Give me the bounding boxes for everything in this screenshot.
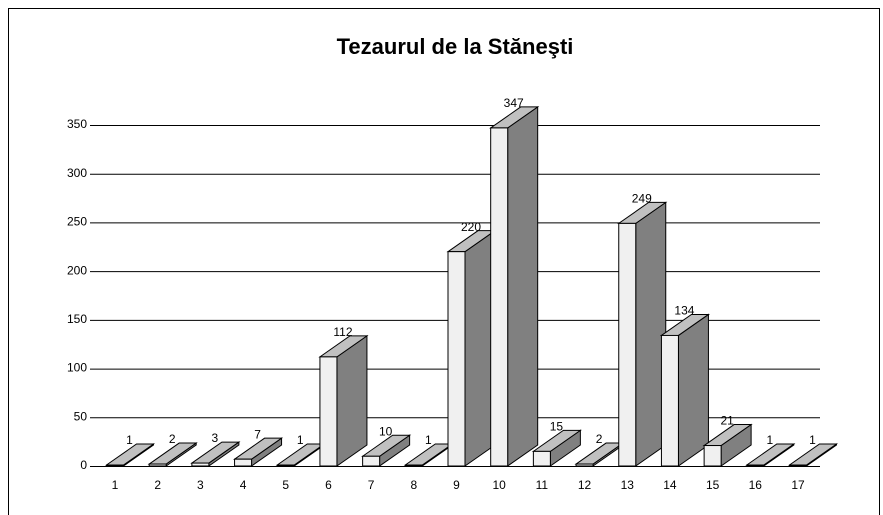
x-tick-label: 17 bbox=[791, 478, 805, 492]
value-label: 2 bbox=[596, 432, 603, 446]
bar bbox=[618, 222, 637, 467]
value-label: 1 bbox=[425, 433, 432, 447]
bar bbox=[789, 464, 807, 467]
x-tick-label: 5 bbox=[282, 478, 289, 492]
bar bbox=[746, 464, 765, 467]
bar bbox=[660, 334, 679, 467]
value-label: 7 bbox=[254, 427, 261, 441]
y-tick-label: 200 bbox=[67, 263, 87, 277]
y-tick-label: 50 bbox=[74, 409, 88, 423]
chart-title: Tezaurul de la Stăneşti bbox=[337, 34, 574, 59]
x-tick-label: 9 bbox=[453, 478, 460, 492]
value-label: 10 bbox=[379, 424, 393, 438]
y-tick-label: 300 bbox=[67, 166, 87, 180]
value-label: 347 bbox=[504, 96, 524, 110]
value-label: 15 bbox=[550, 420, 564, 434]
bar bbox=[532, 450, 551, 467]
x-tick-label: 11 bbox=[536, 478, 549, 492]
x-tick-label: 8 bbox=[410, 478, 417, 492]
x-tick-label: 4 bbox=[240, 478, 247, 492]
x-tick-label: 10 bbox=[493, 478, 507, 492]
bar bbox=[319, 356, 338, 467]
y-tick-label: 150 bbox=[67, 312, 87, 326]
value-label: 21 bbox=[720, 414, 734, 428]
value-label: 3 bbox=[212, 431, 219, 445]
bar bbox=[148, 463, 167, 467]
y-tick-label: 0 bbox=[80, 458, 87, 472]
bar bbox=[234, 458, 253, 467]
bar bbox=[106, 464, 124, 467]
x-tick-label: 2 bbox=[154, 478, 161, 492]
y-tick-label: 250 bbox=[67, 215, 87, 229]
x-tick-label: 15 bbox=[706, 478, 720, 492]
x-tick-label: 16 bbox=[749, 478, 763, 492]
x-tick-label: 12 bbox=[578, 478, 592, 492]
value-label: 1 bbox=[809, 433, 816, 447]
bar-side bbox=[677, 313, 709, 467]
bar bbox=[447, 251, 466, 467]
bar bbox=[362, 455, 381, 467]
bar bbox=[191, 462, 210, 467]
x-tick-label: 7 bbox=[368, 478, 375, 492]
bar bbox=[575, 463, 594, 467]
value-label: 112 bbox=[333, 325, 352, 339]
x-tick-label: 14 bbox=[663, 478, 677, 492]
value-label: 134 bbox=[674, 304, 694, 318]
x-tick-label: 13 bbox=[621, 478, 635, 492]
bar-side bbox=[336, 334, 368, 467]
x-tick-label: 1 bbox=[112, 478, 119, 492]
bar bbox=[276, 464, 295, 467]
x-tick-label: 3 bbox=[197, 478, 204, 492]
y-tick-label: 350 bbox=[67, 117, 87, 131]
bar bbox=[703, 445, 722, 467]
value-label: 249 bbox=[632, 192, 652, 206]
value-label: 2 bbox=[169, 432, 176, 446]
x-tick-label: 6 bbox=[325, 478, 332, 492]
bar bbox=[404, 464, 423, 467]
value-label: 1 bbox=[126, 433, 133, 447]
y-tick-label: 100 bbox=[67, 361, 87, 375]
bar-side bbox=[507, 105, 539, 467]
value-label: 220 bbox=[461, 220, 481, 234]
value-label: 1 bbox=[297, 433, 304, 447]
bar bbox=[490, 127, 509, 467]
value-label: 1 bbox=[766, 433, 773, 447]
